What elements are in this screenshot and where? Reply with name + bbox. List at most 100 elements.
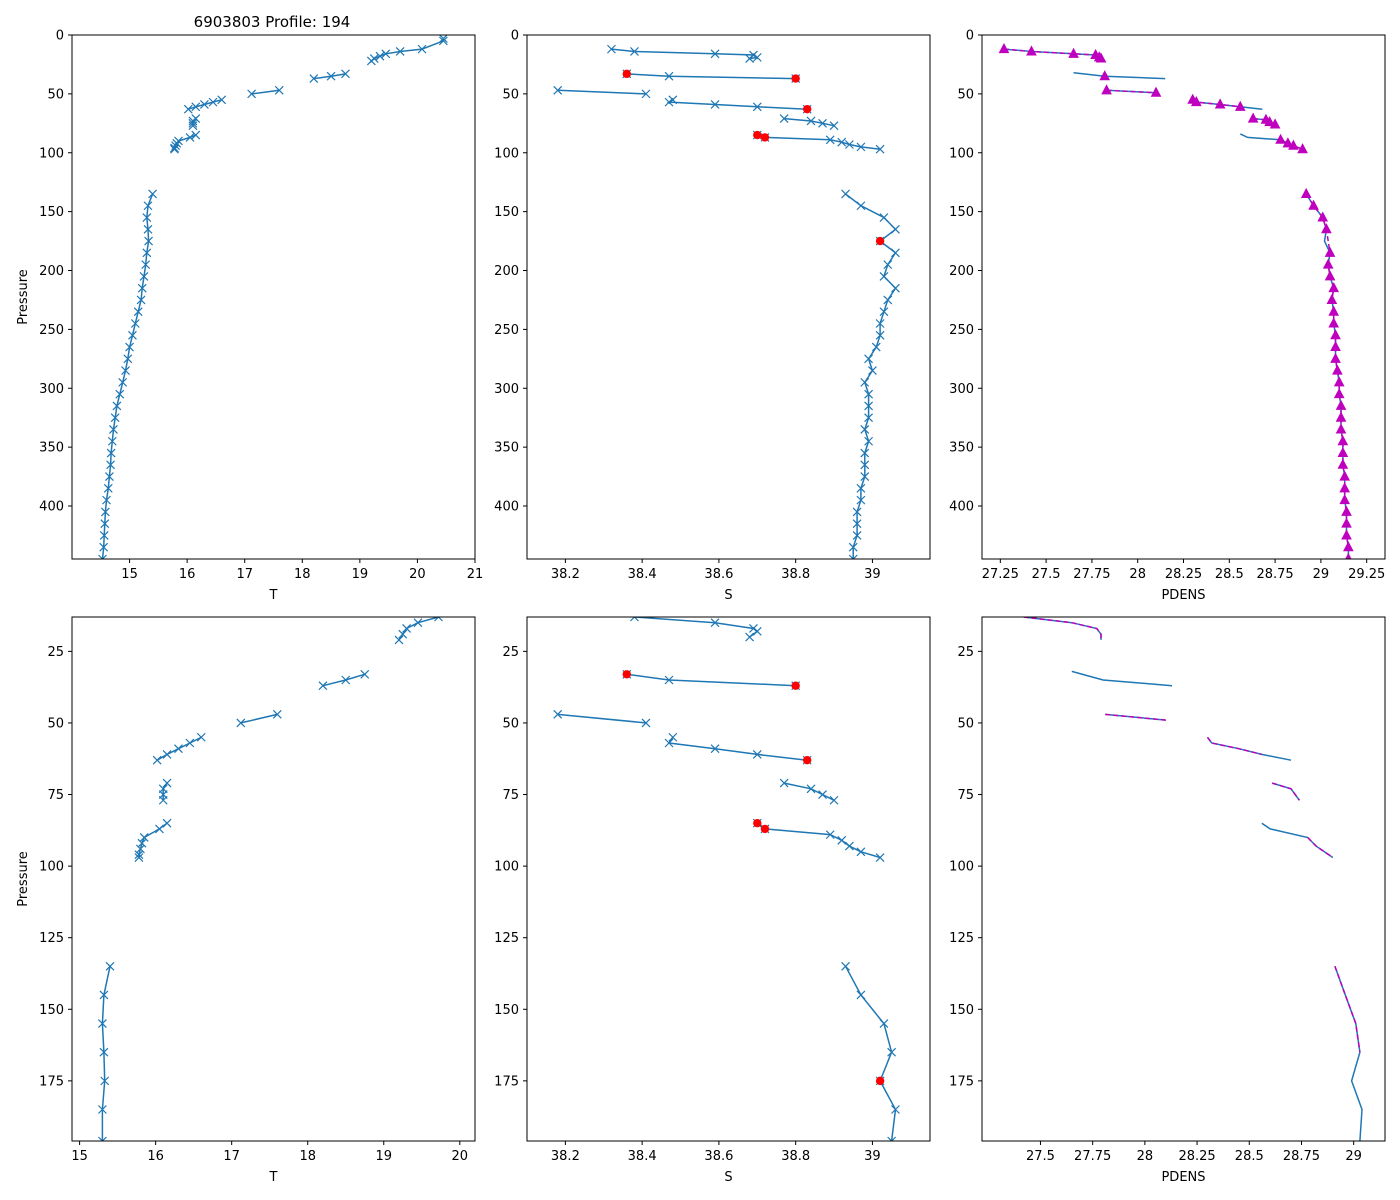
y-tick-label: 0 (966, 29, 974, 44)
series-line-t (162, 782, 168, 801)
data-point-x (106, 448, 116, 458)
data-point-x (100, 507, 110, 517)
data-point-x (104, 472, 114, 481)
y-tick-label: 400 (39, 500, 64, 515)
data-point-triangle (1330, 329, 1341, 340)
data-point-x (879, 213, 889, 222)
series-line-s (666, 99, 808, 110)
data-point-x (217, 95, 227, 105)
data-point-x (97, 1019, 107, 1029)
plot-area (97, 617, 443, 1141)
data-point-x (199, 100, 209, 109)
data-point-x (98, 554, 107, 559)
data-point-x (668, 95, 678, 105)
x-tick-label: 38.8 (781, 567, 810, 582)
y-tick-label: 300 (949, 382, 974, 397)
x-tick-label: 29.25 (1348, 567, 1385, 582)
y-tick-label: 100 (949, 860, 974, 875)
data-point-triangle (1333, 388, 1345, 399)
x-tick-label: 20 (452, 1149, 469, 1164)
y-tick-label: 200 (494, 264, 519, 279)
x-tick-label: 38.4 (628, 567, 657, 582)
data-point-x (710, 49, 720, 59)
series-line-s (667, 736, 808, 761)
series-line-pdens (1073, 71, 1166, 80)
data-point-x (152, 755, 162, 765)
data-point-x (825, 135, 835, 145)
flagged-point (875, 236, 885, 246)
y-tick-label: 100 (949, 146, 974, 161)
y-tick-label: 350 (494, 441, 519, 456)
data-point-x (752, 102, 762, 112)
flagged-point (791, 681, 800, 690)
x-tick-label: 29 (1345, 1149, 1362, 1164)
data-point-x (891, 224, 900, 234)
data-point-triangle (1337, 446, 1349, 458)
plot-area (98, 35, 448, 559)
y-tick-label: 150 (949, 205, 974, 220)
data-point-triangle (1339, 494, 1351, 505)
x-tick-label: 38.4 (628, 1149, 657, 1164)
data-point-triangle (1150, 86, 1162, 97)
x-tick-label: 27.75 (1074, 1149, 1111, 1164)
data-point-x (141, 260, 151, 270)
series-line-s (784, 117, 835, 127)
x-tick-label: 39 (864, 567, 881, 582)
data-point-triangle (1341, 505, 1352, 516)
subplot-top-pdens: 27.25 27.5 27.75 28 28.25 28.5 28.75 29 29.25 0 50… (949, 29, 1386, 603)
data-point-x (860, 460, 870, 470)
data-point-x (143, 224, 153, 234)
y-tick-label: 50 (47, 716, 64, 731)
data-point-triangle (1234, 100, 1246, 111)
y-tick-label: 100 (494, 860, 519, 875)
data-point-x (710, 618, 720, 628)
series-line-pdens-check (1106, 89, 1157, 94)
data-point-x (434, 617, 443, 622)
data-point-x (110, 413, 120, 423)
data-point-x (247, 89, 257, 99)
x-tick-label: 27.75 (1073, 567, 1110, 582)
y-tick-label: 75 (957, 788, 974, 803)
x-tick-label: 28.75 (1283, 1149, 1320, 1164)
data-point-x (844, 140, 854, 149)
series-line-s (626, 673, 796, 687)
y-axis-label: Pressure (16, 269, 31, 325)
data-point-x (326, 71, 336, 81)
x-tick-label: 28 (1137, 1149, 1154, 1164)
data-point-x (134, 853, 144, 862)
x-tick-label: 27.25 (982, 567, 1019, 582)
data-point-x (398, 629, 408, 639)
y-tick-label: 50 (957, 716, 974, 731)
plot-area (553, 617, 900, 1141)
x-tick-label: 17 (236, 567, 253, 582)
series-line-s (845, 193, 897, 559)
series-line-pdens-check (1334, 966, 1361, 1053)
y-tick-label: 25 (957, 645, 974, 660)
data-point-x (99, 1047, 109, 1057)
data-point-x (664, 675, 674, 685)
data-point-x (170, 144, 179, 154)
data-point-x (109, 425, 118, 434)
data-point-x (272, 709, 282, 719)
data-point-triangle (1328, 317, 1340, 328)
x-tick-label: 28.75 (1256, 567, 1293, 582)
x-tick-label: 38.8 (781, 1149, 810, 1164)
data-point-x (136, 295, 146, 305)
data-point-triangle (1324, 246, 1336, 257)
data-point-x (848, 554, 858, 559)
y-tick-label: 150 (494, 1003, 519, 1018)
y-tick-label: 50 (502, 716, 519, 731)
data-point-x (394, 635, 404, 645)
data-point-x (99, 990, 109, 1000)
flagged-point (622, 670, 631, 679)
data-point-x (875, 330, 885, 340)
data-point-x (887, 1047, 897, 1057)
series-line-s (844, 965, 897, 1141)
x-tick-label: 38.6 (704, 1149, 733, 1164)
x-tick-label: 15 (121, 567, 138, 582)
axes-frame (526, 34, 931, 560)
data-point-x (133, 307, 143, 317)
data-point-x (144, 236, 153, 246)
series-line-s (634, 617, 759, 638)
data-point-x (208, 97, 218, 107)
